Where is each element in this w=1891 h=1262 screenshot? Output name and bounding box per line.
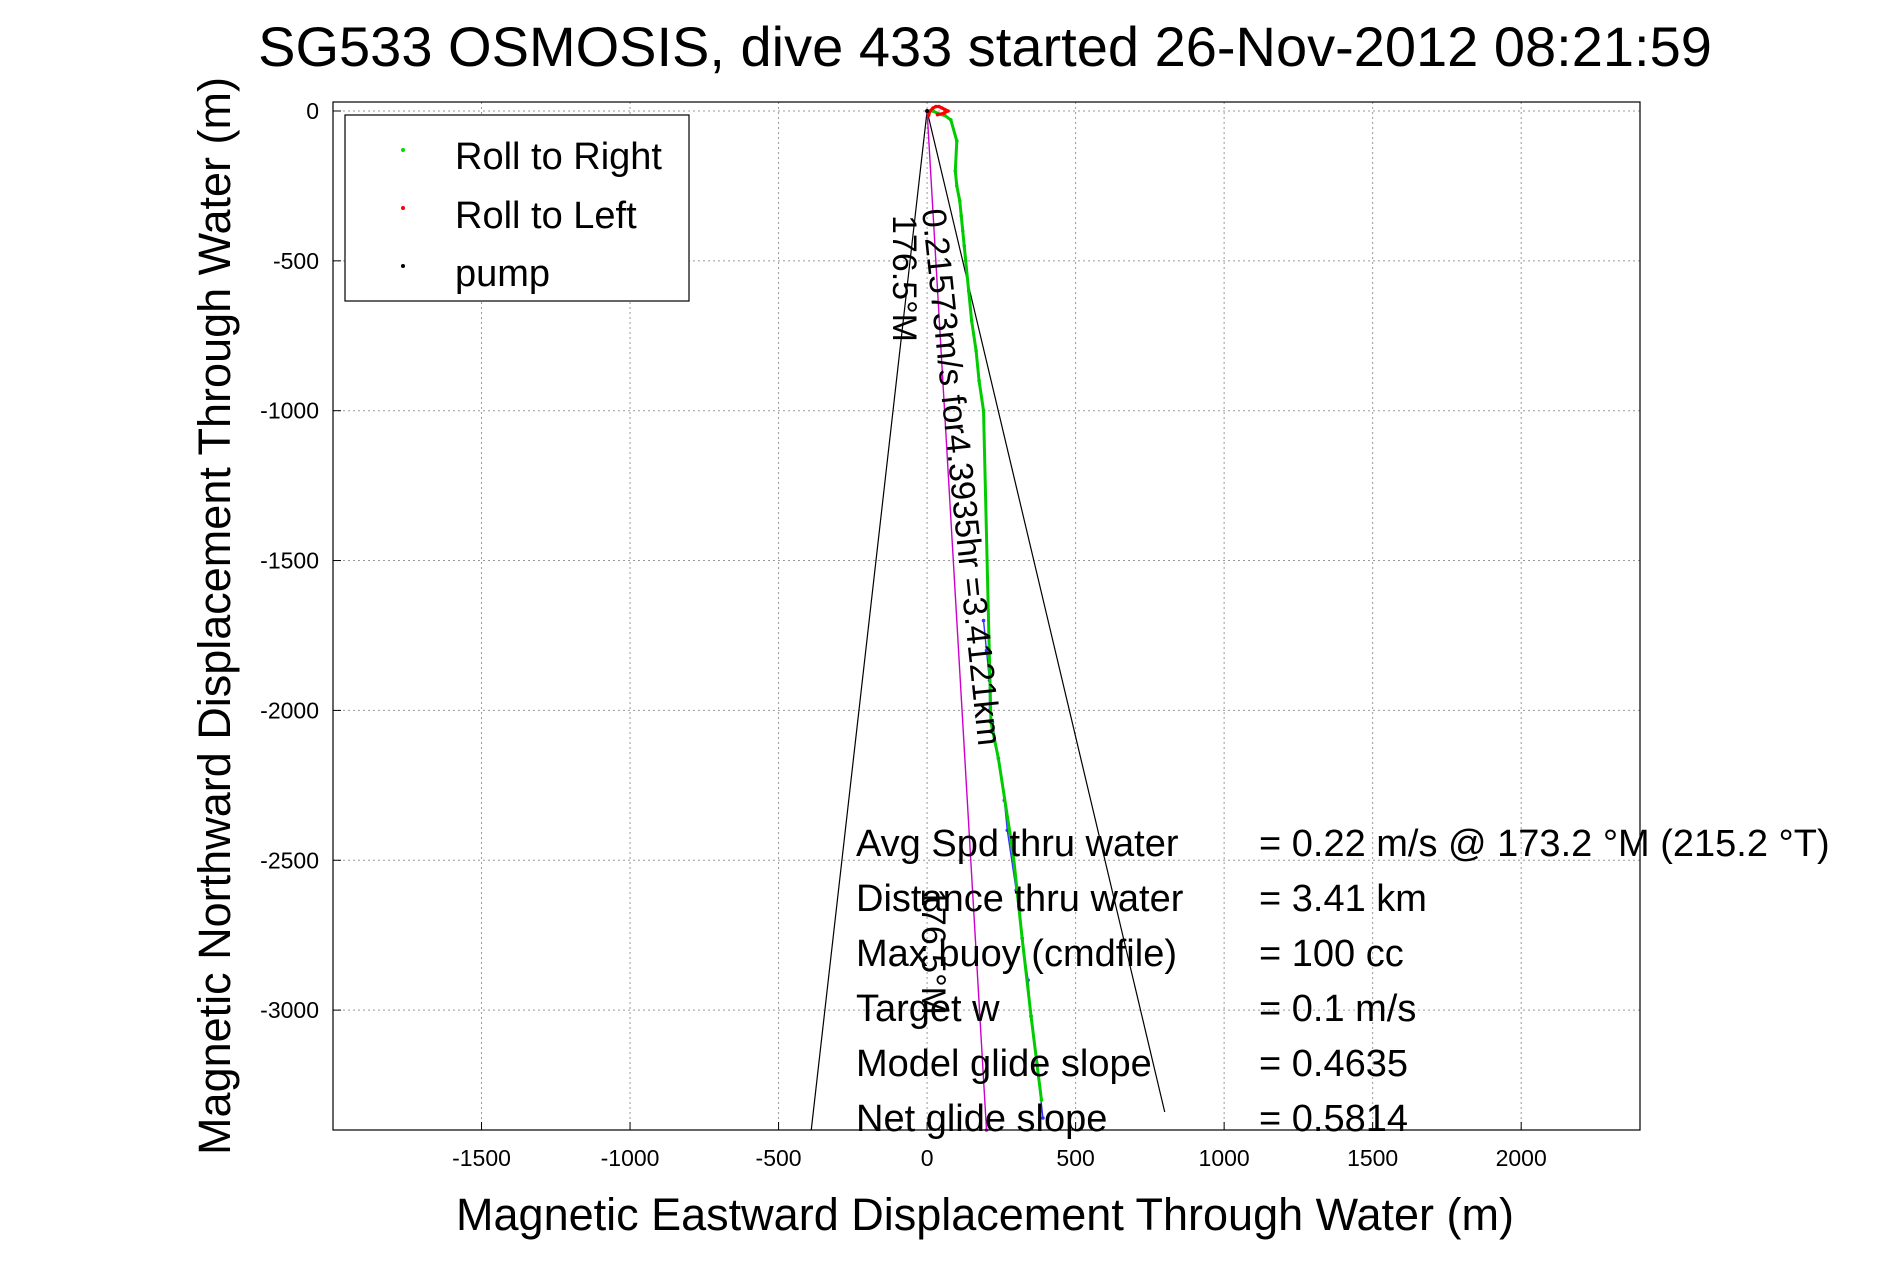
- roll-to-right-point: [959, 214, 964, 218]
- stat-label-net-glide: Net glide slope: [856, 1098, 1107, 1140]
- y-tick-label: -500: [273, 248, 319, 274]
- bearing-label-lower: 176.5°M: [914, 888, 952, 1015]
- y-tick-label: 0: [306, 98, 319, 124]
- track-3-point: [1041, 1116, 1045, 1120]
- track-3-point: [984, 648, 989, 653]
- roll-to-right-point: [981, 408, 986, 413]
- pump-point: [925, 108, 930, 113]
- heading-cone-line: [810, 110, 928, 1131]
- legend-label-roll-left: Roll to Left: [455, 195, 637, 237]
- legend-marker-pump: [401, 264, 405, 268]
- series-layer: [925, 104, 1045, 1132]
- stat-value-distance: = 3.41 km: [1259, 878, 1427, 920]
- roll-to-left-point: [928, 109, 932, 113]
- roll-to-left-point: [946, 109, 950, 113]
- legend-marker-roll-left: [401, 206, 405, 210]
- roll-to-right-point: [966, 289, 971, 293]
- roll-to-right-point: [949, 118, 953, 122]
- stat-value-target-w: = 0.1 m/s: [1259, 988, 1416, 1030]
- roll-to-right-point: [957, 199, 962, 203]
- legend-label-pump: pump: [455, 253, 550, 295]
- legend-label-roll-right: Roll to Right: [455, 136, 662, 178]
- roll-to-right-point: [989, 720, 993, 725]
- roll-to-left-point: [935, 112, 940, 117]
- roll-to-right-point: [1039, 1098, 1044, 1102]
- roll-to-right-point: [1035, 1062, 1039, 1066]
- x-tick-labels: -1500 -1000 -500 0 500 1000 1500 2000: [452, 1145, 1547, 1171]
- roll-to-right-point: [977, 378, 981, 383]
- y-axis-label: Magnetic Northward Displacement Through …: [189, 77, 240, 1155]
- stat-label-target-w: Target w: [856, 988, 1000, 1030]
- y-tick-label: -1000: [260, 398, 319, 424]
- roll-to-left-point: [943, 107, 947, 112]
- roll-to-right-point: [1029, 1014, 1033, 1018]
- x-tick-label: -500: [756, 1145, 802, 1171]
- roll-to-right-point: [969, 318, 974, 323]
- stat-value-model-glide: = 0.4635: [1259, 1043, 1408, 1085]
- y-tick-label: -2500: [260, 847, 319, 873]
- roll-to-right-point: [954, 139, 959, 143]
- roll-to-right-point: [962, 244, 967, 248]
- x-axis-label: Magnetic Eastward Displacement Through W…: [456, 1189, 1514, 1240]
- stat-label-distance: Distance thru water: [856, 878, 1184, 920]
- legend-marker-roll-right: [401, 148, 405, 152]
- roll-to-right-point: [1011, 852, 1016, 857]
- roll-to-right-point: [963, 259, 968, 263]
- legend: Roll to Right Roll to Left pump: [344, 114, 690, 302]
- chart-title: SG533 OSMOSIS, dive 433 started 26-Nov-2…: [258, 15, 1712, 78]
- stat-value-avg-speed: = 0.22 m/s @ 173.2 °M (215.2 °T): [1259, 823, 1830, 865]
- y-tick-label: -3000: [260, 997, 319, 1023]
- y-tick-labels: 0 -500 -1000 -1500 -2000 -2500 -3000: [260, 98, 319, 1023]
- roll-to-right-point: [996, 756, 1001, 761]
- x-tick-label: 1500: [1347, 1145, 1398, 1171]
- stat-value-max-buoy: = 100 cc: [1259, 933, 1404, 975]
- roll-to-right-point: [1020, 936, 1024, 940]
- roll-to-right-line: [932, 109, 1043, 1101]
- x-tick-label: 500: [1056, 1145, 1094, 1171]
- dive-stats: Avg Spd thru water = 0.22 m/s @ 173.2 °M…: [856, 823, 1830, 1140]
- stat-label-max-buoy: Max buoy (cmdfile): [856, 933, 1177, 975]
- roll-to-right-point: [954, 184, 959, 188]
- roll-to-left-point: [926, 113, 931, 118]
- roll-to-right-point: [974, 348, 978, 353]
- y-tick-label: -1500: [260, 548, 319, 574]
- roll-to-left-point: [934, 104, 938, 109]
- roll-to-right-point: [953, 169, 958, 173]
- x-tick-label: 0: [921, 1145, 934, 1171]
- plot-frame: [332, 101, 1641, 1131]
- x-tick-label: -1500: [452, 1145, 511, 1171]
- stat-value-net-glide: = 0.5814: [1259, 1098, 1408, 1140]
- track-3-point: [981, 618, 986, 623]
- roll-to-left-point: [937, 104, 941, 109]
- stat-label-model-glide: Model glide slope: [856, 1043, 1152, 1085]
- x-tick-label: -1000: [601, 1145, 660, 1171]
- bearing-label-top: 176.5°M: [885, 215, 923, 342]
- roll-to-left-point: [941, 111, 946, 116]
- track-4-line: [926, 110, 988, 1131]
- roll-to-right-point: [960, 229, 965, 233]
- stat-label-avg-speed: Avg Spd thru water: [856, 823, 1179, 865]
- x-tick-label: 2000: [1496, 1145, 1547, 1171]
- y-tick-label: -2000: [260, 697, 319, 723]
- roll-to-left-point: [931, 106, 935, 110]
- roll-to-left-point: [940, 106, 944, 110]
- x-tick-label: 1000: [1199, 1145, 1250, 1171]
